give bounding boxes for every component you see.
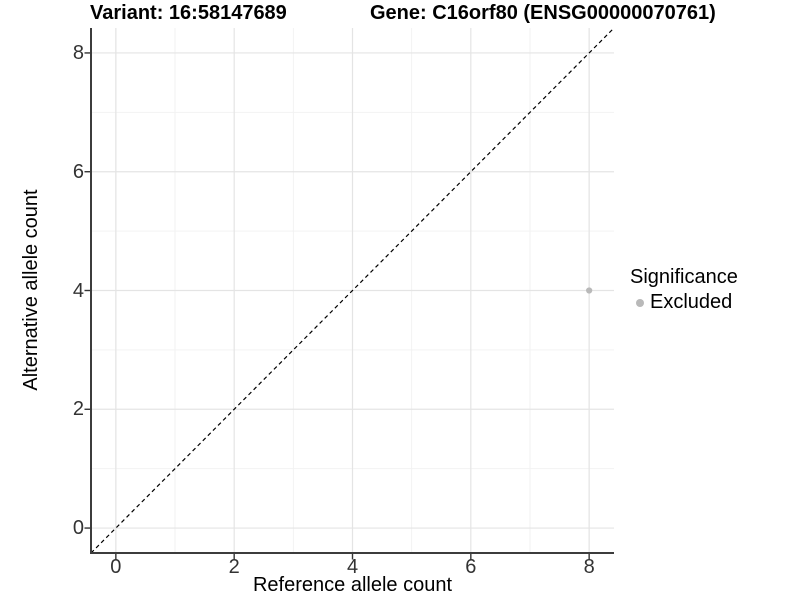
y-tick-label: 2 bbox=[72, 398, 84, 421]
y-axis-title: Alternative allele count bbox=[20, 189, 42, 391]
variant-title: Variant: 16:58147689 bbox=[90, 2, 287, 24]
gene-title: Gene: C16orf80 (ENSG00000070761) bbox=[370, 2, 716, 24]
identity-dashed-line bbox=[90, 27, 615, 554]
legend-title: Significance bbox=[630, 266, 738, 288]
y-tick-label: 8 bbox=[72, 41, 84, 64]
legend-item-excluded: Excluded bbox=[628, 291, 738, 314]
x-tick-label: 8 bbox=[583, 556, 595, 578]
x-tick-label: 0 bbox=[110, 556, 122, 578]
y-tick-label: 0 bbox=[72, 517, 84, 540]
y-tick-label: 6 bbox=[72, 160, 84, 183]
data-point-excluded bbox=[586, 287, 593, 294]
legend-item-label: Excluded bbox=[650, 291, 733, 313]
excluded-point-icon bbox=[636, 298, 644, 307]
x-tick-label: 2 bbox=[228, 556, 240, 578]
legend: Significance Excluded bbox=[628, 266, 738, 314]
x-tick-label: 4 bbox=[346, 556, 359, 578]
y-tick-label: 4 bbox=[72, 279, 84, 302]
x-axis-title: Reference allele count bbox=[252, 574, 452, 596]
x-tick-label: 6 bbox=[465, 556, 477, 578]
